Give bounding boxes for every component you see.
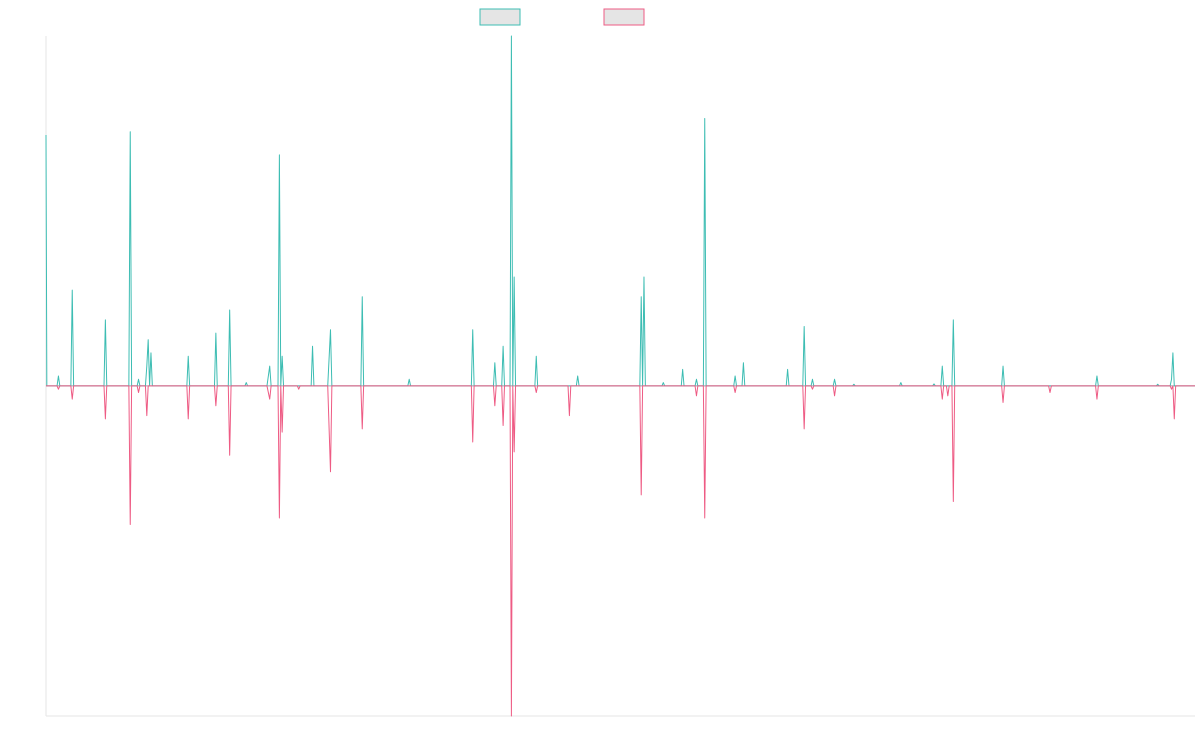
series-line-1	[45, 35, 1195, 387]
legend	[479, 8, 645, 26]
axes	[45, 36, 1195, 717]
series-layer	[45, 35, 1195, 717]
legend-swatch-series-1[interactable]	[479, 8, 521, 26]
legend-swatch-series-2[interactable]	[603, 8, 645, 26]
series-line-2	[46, 385, 1195, 717]
